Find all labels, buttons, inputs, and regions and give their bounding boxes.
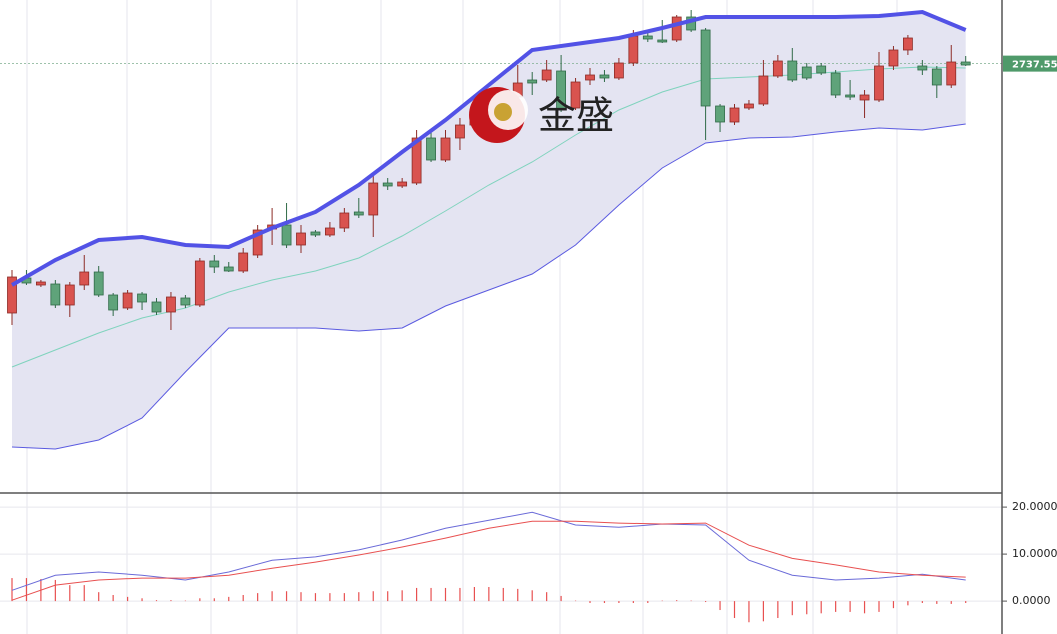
candle-body [455, 124, 465, 139]
candle-body [527, 79, 538, 84]
candle-body [223, 266, 234, 272]
candle-body [830, 72, 841, 96]
candle-body [440, 137, 451, 161]
candle-body [426, 137, 436, 161]
last-price-box [1003, 55, 1057, 72]
y-tick-label: 10.0000 [1012, 547, 1057, 560]
candle-body [801, 66, 812, 79]
candle-body [281, 224, 292, 246]
candle-body [137, 293, 147, 303]
candle-body [772, 60, 783, 77]
candle-body [194, 260, 205, 306]
candle-body [122, 292, 133, 309]
candle-body [758, 75, 769, 105]
y-tick-label: 20.0000 [1012, 500, 1057, 513]
candle-body [888, 49, 899, 67]
candle-body [252, 229, 263, 256]
candle-body [180, 297, 191, 306]
candle-body [541, 69, 552, 81]
candle-body [238, 252, 249, 272]
candle-body [7, 276, 17, 314]
logo: 金盛 [469, 87, 614, 143]
candle-body [729, 107, 740, 123]
candle-body [397, 181, 408, 187]
candle-body [108, 294, 119, 311]
y-tick-label: 0.0000 [1012, 594, 1051, 607]
candle-body [671, 16, 682, 41]
candle-body [642, 35, 653, 40]
candle-body [296, 232, 306, 246]
candle-body [931, 68, 942, 86]
price-panel [0, 9, 1002, 450]
candle-body [64, 284, 75, 306]
candle-body [151, 301, 162, 313]
macd-line [11, 511, 966, 591]
candle-body [614, 62, 624, 79]
candle-body [36, 281, 46, 286]
last-price-label: 2737.55 [1012, 60, 1057, 71]
candle-body [946, 61, 957, 86]
candle-body [700, 29, 711, 107]
candle-body [382, 182, 393, 187]
candle-body [657, 39, 668, 43]
lower-band [11, 123, 966, 450]
candle-body [787, 60, 798, 81]
candle-body [50, 283, 61, 306]
candle-body [715, 105, 725, 123]
band-fill [12, 12, 966, 449]
candle-body [599, 74, 610, 79]
candle-body [628, 35, 639, 64]
candle-body [570, 81, 581, 109]
candle-body [79, 271, 90, 286]
upper-band [11, 9, 967, 287]
macd-line [11, 520, 966, 601]
candle-body [324, 227, 335, 236]
candle-body [556, 70, 566, 111]
candle-body [903, 37, 913, 51]
candle-body [339, 212, 350, 229]
candle-body [353, 211, 364, 216]
candle-body [411, 137, 422, 184]
candle-body [874, 65, 884, 101]
macd-panel [0, 506, 1002, 623]
watermark: 金盛 [538, 94, 614, 138]
candle-body [93, 271, 104, 296]
candle-body [744, 103, 754, 109]
candle-body [816, 65, 827, 74]
candle-body [917, 65, 928, 71]
candle-body [960, 61, 971, 66]
candle-body [859, 94, 870, 101]
candle-body [845, 94, 855, 98]
candle-body [368, 182, 379, 216]
candle-body [310, 231, 321, 236]
candle-body [166, 296, 176, 313]
candle-body [585, 74, 595, 81]
candle-body [209, 260, 220, 268]
